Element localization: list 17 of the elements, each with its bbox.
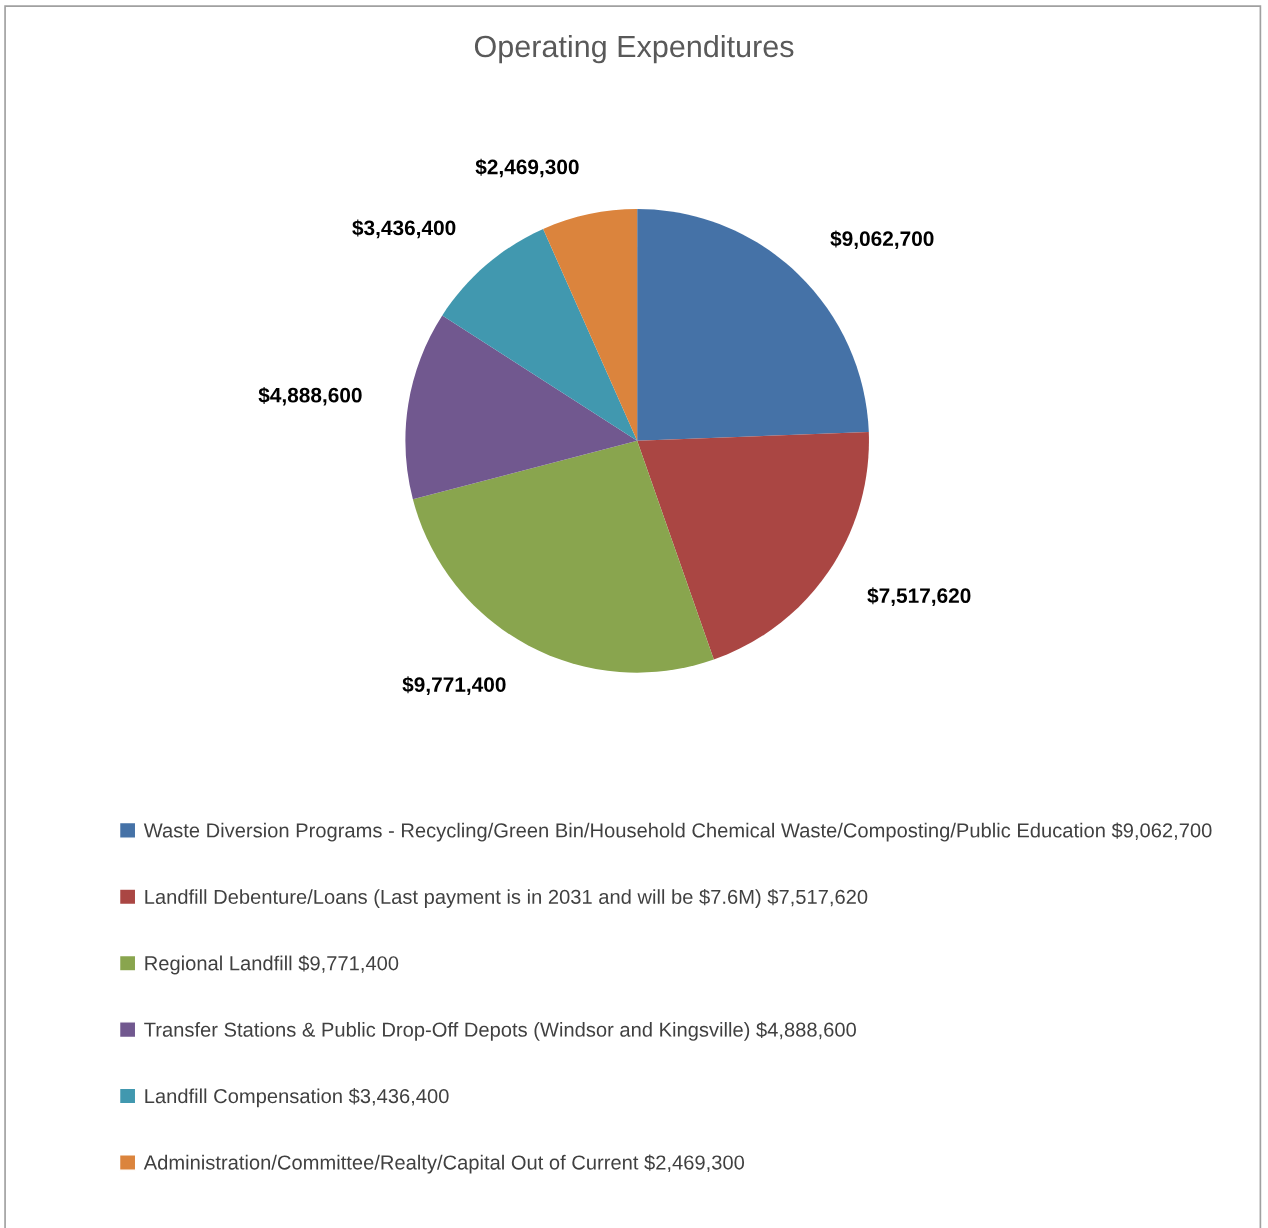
pie-slice (412, 440, 714, 673)
data-label: $3,436,400 (352, 219, 456, 239)
legend-label: Administration/Committee/Realty/Capital Out of Current $2,469,300 (143, 1154, 745, 1174)
data-label: $7,517,620 (867, 587, 971, 607)
pie-slice (405, 315, 638, 500)
chart-title: Operating Expenditures (474, 34, 794, 64)
legend-label: Landfill Compensation $3,436,400 (145, 1088, 449, 1108)
data-label: $9,062,700 (830, 230, 934, 250)
legend-label: Landfill Debenture/Loans (Last payment is in 2031 and will be $7.6M) $7,517,620 (145, 888, 868, 908)
data-label: $4,888,600 (258, 386, 362, 406)
pie-slice (543, 209, 638, 441)
legend-label: Regional Landfill $9,771,400 (145, 955, 399, 975)
legend-label: Waste Diversion Programs - Recycling/Green Bin/Household Chemical Waste/Composting/Public Education $9,062,700 (143, 822, 1212, 842)
pie-slice (637, 432, 869, 660)
data-label: $9,771,400 (402, 676, 506, 695)
legend-label: Transfer Stations & Public Drop-Off Depots (Windsor and Kingsville) $4,888,600 (144, 1021, 856, 1041)
data-label: $2,469,300 (475, 158, 579, 178)
